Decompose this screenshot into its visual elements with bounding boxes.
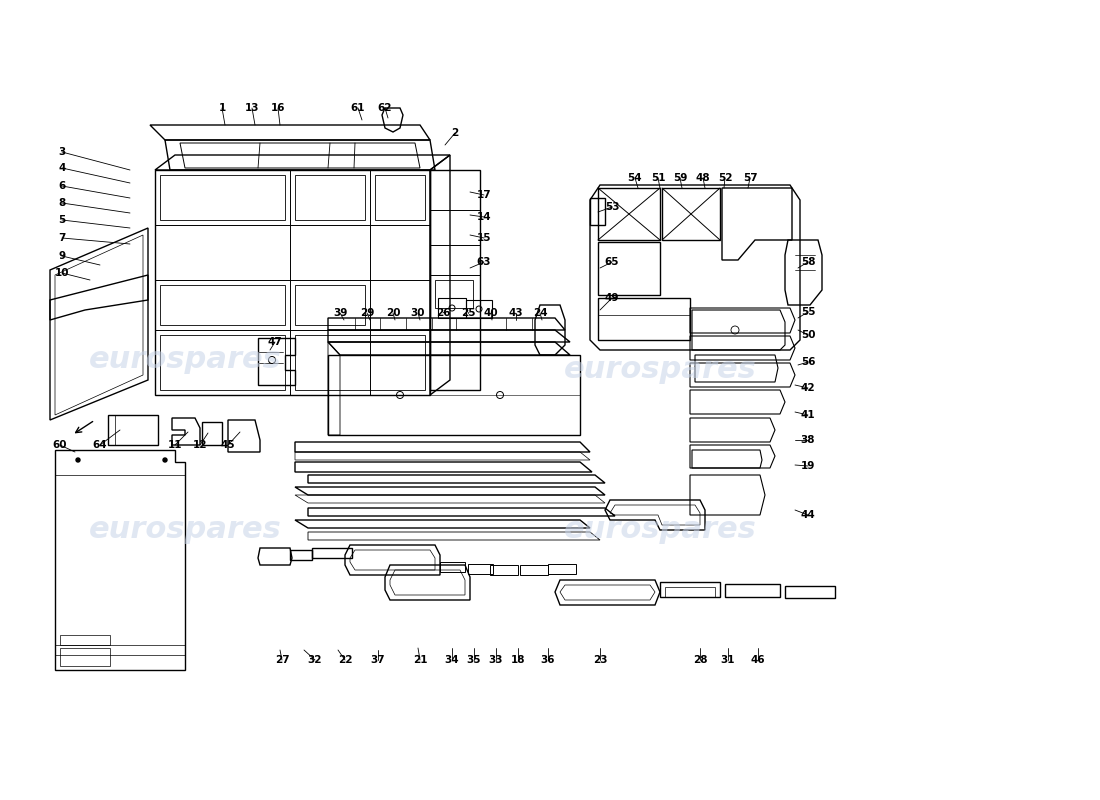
Circle shape	[163, 458, 167, 462]
Bar	[468, 564, 493, 574]
Text: 5: 5	[58, 215, 66, 225]
Text: 6: 6	[58, 181, 66, 191]
Text: 44: 44	[801, 510, 815, 520]
Circle shape	[76, 458, 80, 462]
Text: 54: 54	[628, 173, 642, 183]
Text: 10: 10	[55, 268, 69, 278]
Text: 7: 7	[58, 233, 66, 243]
Text: 16: 16	[271, 103, 285, 113]
Text: eurospares: eurospares	[563, 355, 757, 385]
Text: 41: 41	[801, 410, 815, 420]
Text: 23: 23	[593, 655, 607, 665]
Text: 11: 11	[167, 440, 183, 450]
Text: 52: 52	[717, 173, 733, 183]
Text: 19: 19	[801, 461, 815, 471]
Text: 64: 64	[92, 440, 108, 450]
Text: 30: 30	[410, 308, 426, 318]
Text: 15: 15	[476, 233, 492, 243]
Text: 12: 12	[192, 440, 207, 450]
Bar	[466, 300, 492, 318]
Text: eurospares: eurospares	[89, 515, 282, 545]
Bar	[725, 584, 780, 597]
Text: 2: 2	[451, 128, 459, 138]
Text: eurospares: eurospares	[89, 346, 282, 374]
Text: 4: 4	[58, 163, 66, 173]
Bar	[785, 586, 835, 598]
Text: 62: 62	[377, 103, 393, 113]
Text: 63: 63	[476, 257, 492, 267]
Text: 25: 25	[461, 308, 475, 318]
Text: 29: 29	[360, 308, 374, 318]
Text: 51: 51	[651, 173, 666, 183]
Text: 61: 61	[351, 103, 365, 113]
Text: 14: 14	[476, 212, 492, 222]
Text: 60: 60	[53, 440, 67, 450]
Text: 26: 26	[436, 308, 450, 318]
Text: 47: 47	[267, 337, 283, 347]
Text: 8: 8	[58, 198, 66, 208]
Text: 27: 27	[275, 655, 289, 665]
Text: eurospares: eurospares	[563, 515, 757, 545]
Bar	[666, 587, 715, 597]
Text: 39: 39	[333, 308, 348, 318]
Text: 42: 42	[801, 383, 815, 393]
Text: 50: 50	[801, 330, 815, 340]
Text: 32: 32	[308, 655, 322, 665]
Bar	[60, 648, 110, 666]
Text: 18: 18	[510, 655, 526, 665]
Text: 43: 43	[508, 308, 524, 318]
Text: 35: 35	[466, 655, 482, 665]
Text: 46: 46	[750, 655, 766, 665]
Text: 40: 40	[484, 308, 498, 318]
Text: 28: 28	[693, 655, 707, 665]
Text: 22: 22	[338, 655, 352, 665]
Text: 45: 45	[221, 440, 235, 450]
Text: 55: 55	[801, 307, 815, 317]
Text: 58: 58	[801, 257, 815, 267]
Text: 9: 9	[58, 251, 66, 261]
Text: 56: 56	[801, 357, 815, 367]
Text: 20: 20	[386, 308, 400, 318]
Text: 13: 13	[244, 103, 260, 113]
Text: 1: 1	[219, 103, 225, 113]
Bar	[60, 635, 110, 645]
Text: 33: 33	[488, 655, 504, 665]
Bar	[438, 298, 466, 318]
Text: 53: 53	[605, 202, 619, 212]
Text: 38: 38	[801, 435, 815, 445]
Text: 31: 31	[720, 655, 735, 665]
Bar	[490, 565, 518, 575]
Text: 59: 59	[673, 173, 688, 183]
Text: 49: 49	[605, 293, 619, 303]
Text: 36: 36	[541, 655, 556, 665]
Bar	[548, 564, 576, 574]
Text: 37: 37	[371, 655, 385, 665]
Bar	[440, 562, 465, 572]
Bar	[434, 280, 473, 308]
Text: 3: 3	[58, 147, 66, 157]
Text: 24: 24	[532, 308, 548, 318]
Text: 48: 48	[695, 173, 711, 183]
Text: 21: 21	[412, 655, 427, 665]
Bar	[660, 582, 720, 597]
Text: 65: 65	[605, 257, 619, 267]
Text: 34: 34	[444, 655, 460, 665]
Bar	[520, 565, 548, 575]
Text: 57: 57	[742, 173, 757, 183]
Text: 17: 17	[476, 190, 492, 200]
